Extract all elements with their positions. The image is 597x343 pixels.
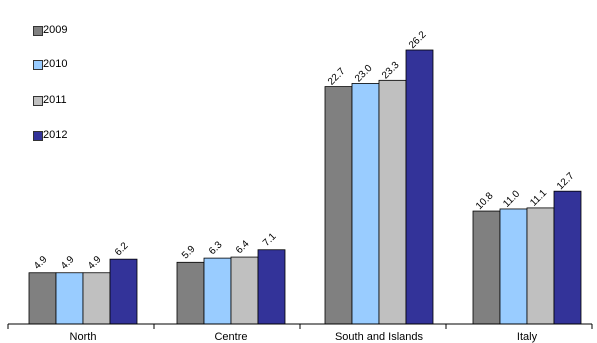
value-label: 7.1 (261, 231, 279, 249)
legend-swatch (33, 26, 43, 36)
legend-label: 2012 (43, 129, 68, 141)
bar-2012-1 (257, 249, 286, 325)
value-label: 6.2 (113, 240, 131, 258)
category-label: South and Islands (335, 331, 424, 343)
value-label: 4.9 (86, 254, 104, 272)
category-label: Centre (214, 331, 247, 343)
value-label: 11.1 (528, 187, 549, 208)
value-label: 6.4 (234, 238, 252, 256)
value-label: 4.9 (32, 254, 50, 272)
bar-2011-0 (82, 272, 111, 325)
value-label: 10.8 (474, 190, 496, 212)
value-label: 11.0 (501, 188, 522, 209)
legend-swatch (33, 131, 43, 141)
legend-swatch (33, 60, 43, 70)
category-label: North (70, 331, 97, 343)
bar-2010-3 (499, 208, 528, 325)
bar-2012-2 (405, 49, 434, 325)
legend-label: 2009 (43, 24, 68, 36)
bar-2012-3 (553, 190, 582, 325)
bar-2011-3 (526, 207, 555, 325)
value-label: 12.7 (555, 170, 577, 192)
x-ticks-group (7, 324, 593, 329)
bar-2010-1 (203, 257, 232, 325)
legend-label: 2010 (43, 58, 68, 70)
category-labels-group: North Centre South and Islands Italy (70, 331, 538, 343)
bar-2010-2 (351, 83, 380, 325)
bar-2011-1 (230, 256, 259, 325)
legend-label: 2011 (43, 94, 67, 106)
value-label: 26.2 (407, 29, 429, 51)
bar-2010-0 (55, 272, 84, 325)
bar-2012-0 (109, 258, 138, 325)
value-label: 4.9 (59, 254, 77, 272)
value-label: 6.3 (207, 239, 225, 257)
value-label: 23.0 (353, 63, 375, 85)
bar-2009-1 (176, 261, 205, 325)
bar-2009-2 (324, 86, 353, 325)
value-label: 23.3 (380, 59, 402, 81)
bar-2009-0 (28, 272, 57, 325)
bars-group (28, 49, 582, 325)
category-label: Italy (517, 331, 538, 343)
bar-2009-3 (472, 210, 501, 325)
value-label: 5.9 (180, 243, 198, 261)
bar-2011-2 (378, 79, 407, 325)
value-label: 22.7 (326, 66, 348, 88)
legend-swatch (33, 96, 43, 106)
